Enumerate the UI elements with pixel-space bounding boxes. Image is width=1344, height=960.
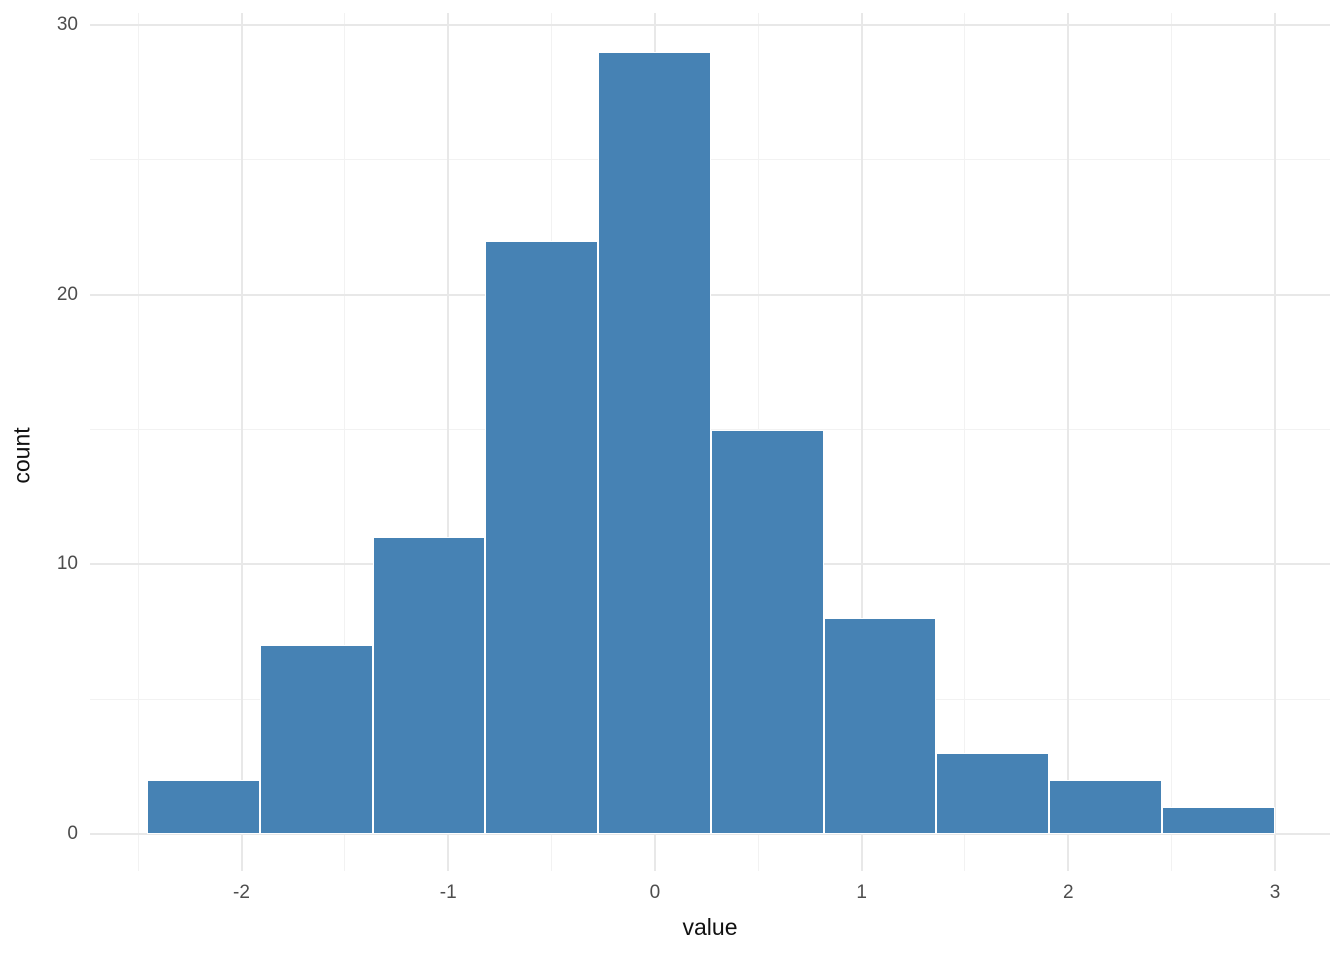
histogram-bar <box>146 780 260 835</box>
x-minor-gridline <box>137 13 139 871</box>
x-minor-gridline <box>964 13 966 871</box>
x-tick-label: 3 <box>1269 882 1281 903</box>
x-axis-title: value <box>682 914 738 940</box>
plot-panel <box>90 13 1330 871</box>
y-axis-title: count <box>8 427 35 484</box>
x-major-gridline <box>447 13 450 871</box>
histogram-bar <box>598 52 711 835</box>
x-minor-gridline <box>344 13 346 871</box>
y-tick-label: 10 <box>56 553 78 575</box>
x-major-gridline <box>240 13 243 871</box>
x-minor-gridline <box>1171 13 1173 871</box>
x-tick-label: 2 <box>1063 882 1074 903</box>
histogram-bar <box>823 618 937 835</box>
histogram-bar <box>485 240 599 835</box>
y-tick-label: 20 <box>56 283 78 305</box>
histogram-bar <box>1049 780 1163 835</box>
y-major-gridline <box>90 24 1330 27</box>
histogram-bar <box>710 429 824 835</box>
histogram-bar <box>936 753 1050 835</box>
x-major-gridline <box>860 13 863 871</box>
x-tick-label: -1 <box>439 882 457 903</box>
histogram-bar <box>1162 807 1275 835</box>
y-tick-label: 0 <box>67 823 78 845</box>
y-tick-label: 30 <box>56 14 78 36</box>
x-major-gridline <box>1274 13 1277 871</box>
x-tick-label: 1 <box>856 882 867 903</box>
histogram-bar <box>259 645 373 835</box>
x-major-gridline <box>1067 13 1070 871</box>
x-tick-label: -2 <box>233 882 250 903</box>
histogram-bar <box>372 537 486 835</box>
y-major-gridline <box>90 833 1330 836</box>
x-tick-label: 0 <box>649 882 661 903</box>
